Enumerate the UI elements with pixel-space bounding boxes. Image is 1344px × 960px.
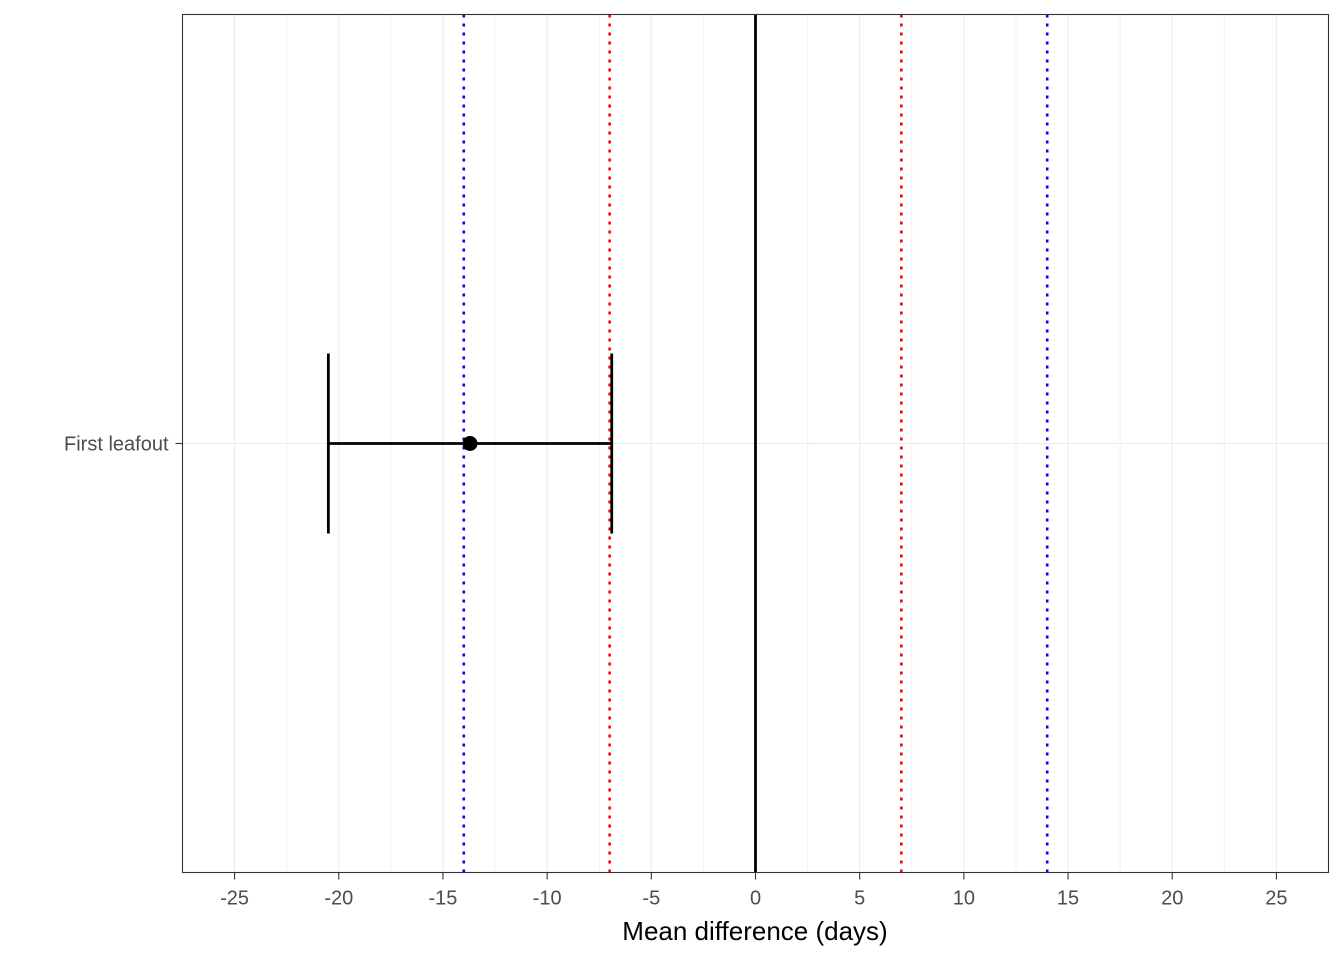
x-tick-label: -10: [533, 888, 562, 910]
x-tick-label: 5: [854, 888, 865, 910]
x-tick-label: 15: [1057, 888, 1079, 910]
x-axis-title: Mean difference (days): [622, 916, 887, 946]
data-marks: [326, 353, 614, 534]
axes: -25 -20 -15 -10 -5 0 5 10 15 20 25 First leafout: [64, 434, 1288, 910]
point-estimate: [462, 436, 478, 451]
y-tick-label: First leafout: [64, 434, 169, 456]
x-tick-label: 0: [750, 888, 761, 910]
x-tick-label: 10: [953, 888, 975, 910]
x-tick-label: -25: [220, 888, 249, 910]
x-tick-label: 25: [1265, 888, 1287, 910]
x-tick-label: 20: [1161, 888, 1183, 910]
x-tick-label: -20: [324, 888, 353, 910]
x-tick-label: -5: [642, 888, 660, 910]
x-tick-label: -15: [429, 888, 458, 910]
reference-lines: [462, 14, 1049, 873]
